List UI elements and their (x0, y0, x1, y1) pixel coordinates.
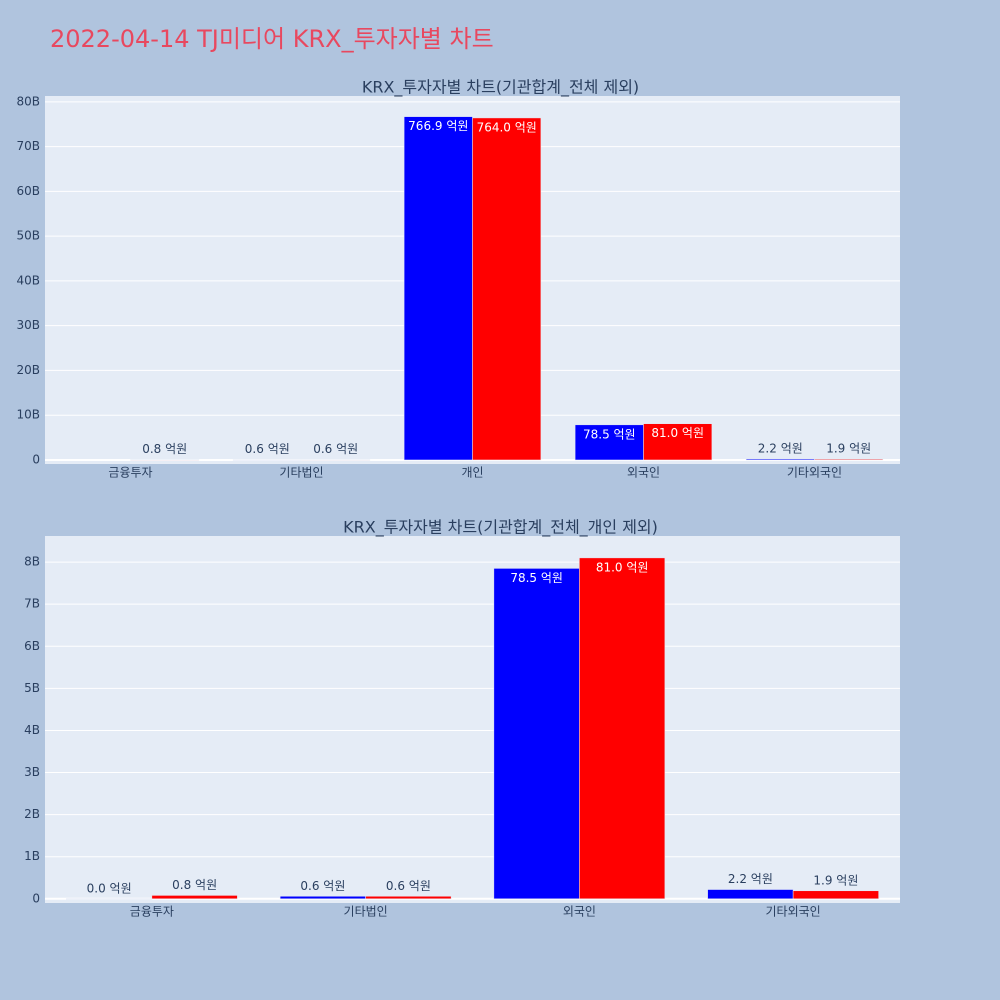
chart-title: KRX_투자자별 차트(기관합계_전체 제외) (362, 78, 639, 98)
y-tick-label: 40B (16, 273, 40, 287)
x-tick-label: 기타외국인 (787, 466, 842, 480)
bar (707, 889, 794, 900)
value-label: 81.0 억원 (596, 560, 649, 574)
x-tick-label: 기타법인 (344, 905, 388, 919)
x-tick-label: 금융투자 (108, 466, 152, 480)
value-label: 0.6 억원 (300, 879, 345, 893)
y-tick-label: 10B (16, 408, 40, 422)
value-label: 0.8 억원 (172, 878, 217, 892)
value-label: 766.9 억원 (408, 119, 468, 133)
bar (232, 459, 302, 461)
y-tick-label: 30B (16, 318, 40, 332)
y-tick-label: 6B (24, 639, 40, 653)
bar (403, 116, 473, 461)
bar (472, 117, 542, 461)
chart-title: KRX_투자자별 차트(기관합계_전체_개인 제외) (343, 518, 658, 538)
value-label: 1.9 억원 (813, 873, 858, 887)
bar (574, 424, 644, 461)
y-tick-label: 5B (24, 681, 40, 695)
bar (279, 896, 366, 900)
y-tick-label: 0 (32, 452, 40, 466)
value-label: 81.0 억원 (651, 426, 704, 440)
y-tick-label: 3B (24, 765, 40, 779)
bar (792, 890, 879, 900)
y-tick-label: 50B (16, 229, 40, 243)
bar (814, 458, 884, 461)
y-tick-label: 20B (16, 363, 40, 377)
x-tick-label: 금융투자 (130, 905, 174, 919)
page-title: 2022-04-14 TJ미디어 KRX_투자자별 차트 (50, 25, 494, 53)
value-label: 0.0 억원 (87, 881, 132, 895)
x-tick-label: 외국인 (627, 466, 660, 480)
value-label: 78.5 억원 (583, 427, 636, 441)
bar (151, 895, 238, 900)
y-tick-label: 0 (32, 891, 40, 905)
value-label: 0.8 억원 (142, 442, 187, 456)
plot-area (45, 536, 900, 903)
y-tick-label: 70B (16, 139, 40, 153)
bar (579, 557, 666, 900)
x-tick-label: 기타외국인 (766, 905, 821, 919)
x-tick-label: 개인 (461, 466, 483, 480)
bar (493, 568, 580, 900)
bar (130, 459, 200, 461)
value-label: 0.6 억원 (313, 442, 358, 456)
y-tick-label: 60B (16, 184, 40, 198)
y-tick-label: 4B (24, 723, 40, 737)
y-tick-label: 2B (24, 807, 40, 821)
y-tick-label: 8B (24, 555, 40, 569)
value-label: 1.9 억원 (826, 442, 871, 456)
value-label: 0.6 억원 (245, 442, 290, 456)
value-label: 0.6 억원 (386, 879, 431, 893)
bar (301, 459, 371, 461)
bar (745, 458, 815, 461)
value-label: 2.2 억원 (758, 441, 803, 455)
value-label: 78.5 억원 (510, 571, 563, 585)
value-label: 764.0 억원 (477, 120, 537, 134)
y-tick-label: 1B (24, 849, 40, 863)
bar (66, 898, 153, 900)
value-label: 2.2 억원 (728, 872, 773, 886)
y-tick-label: 7B (24, 597, 40, 611)
y-tick-label: 80B (16, 94, 40, 108)
x-tick-label: 외국인 (563, 905, 596, 919)
bar (365, 896, 452, 900)
bar (643, 423, 713, 461)
x-tick-label: 기타법인 (279, 466, 323, 480)
